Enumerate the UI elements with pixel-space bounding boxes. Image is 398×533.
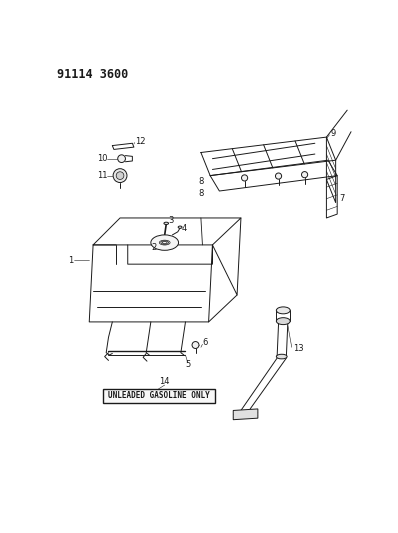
Text: 9: 9: [330, 129, 336, 138]
Text: 8: 8: [199, 189, 204, 198]
Text: 8: 8: [199, 176, 204, 185]
Circle shape: [113, 168, 127, 182]
Text: 13: 13: [293, 344, 304, 353]
Text: 91114 3600: 91114 3600: [57, 68, 128, 81]
Text: UNLEADED GASOLINE ONLY: UNLEADED GASOLINE ONLY: [108, 391, 210, 400]
Circle shape: [116, 172, 124, 180]
Circle shape: [192, 342, 199, 349]
Text: 5: 5: [185, 360, 191, 369]
Text: 2: 2: [152, 243, 157, 252]
Circle shape: [275, 173, 282, 179]
Text: 11: 11: [97, 171, 107, 180]
Text: 4: 4: [181, 224, 187, 233]
Ellipse shape: [178, 226, 182, 228]
Circle shape: [242, 175, 248, 181]
Text: 6: 6: [203, 338, 208, 347]
Text: 1: 1: [68, 256, 73, 265]
Ellipse shape: [151, 235, 179, 251]
Ellipse shape: [276, 307, 290, 314]
Text: 7: 7: [339, 194, 345, 203]
Circle shape: [118, 155, 125, 163]
Text: 3: 3: [169, 216, 174, 225]
Text: 10: 10: [97, 154, 107, 163]
FancyBboxPatch shape: [103, 389, 215, 403]
Ellipse shape: [276, 318, 290, 325]
Text: 14: 14: [160, 377, 170, 386]
Text: 12: 12: [135, 137, 146, 146]
Ellipse shape: [276, 354, 287, 359]
Ellipse shape: [164, 222, 169, 224]
Polygon shape: [233, 409, 258, 419]
Circle shape: [302, 172, 308, 177]
